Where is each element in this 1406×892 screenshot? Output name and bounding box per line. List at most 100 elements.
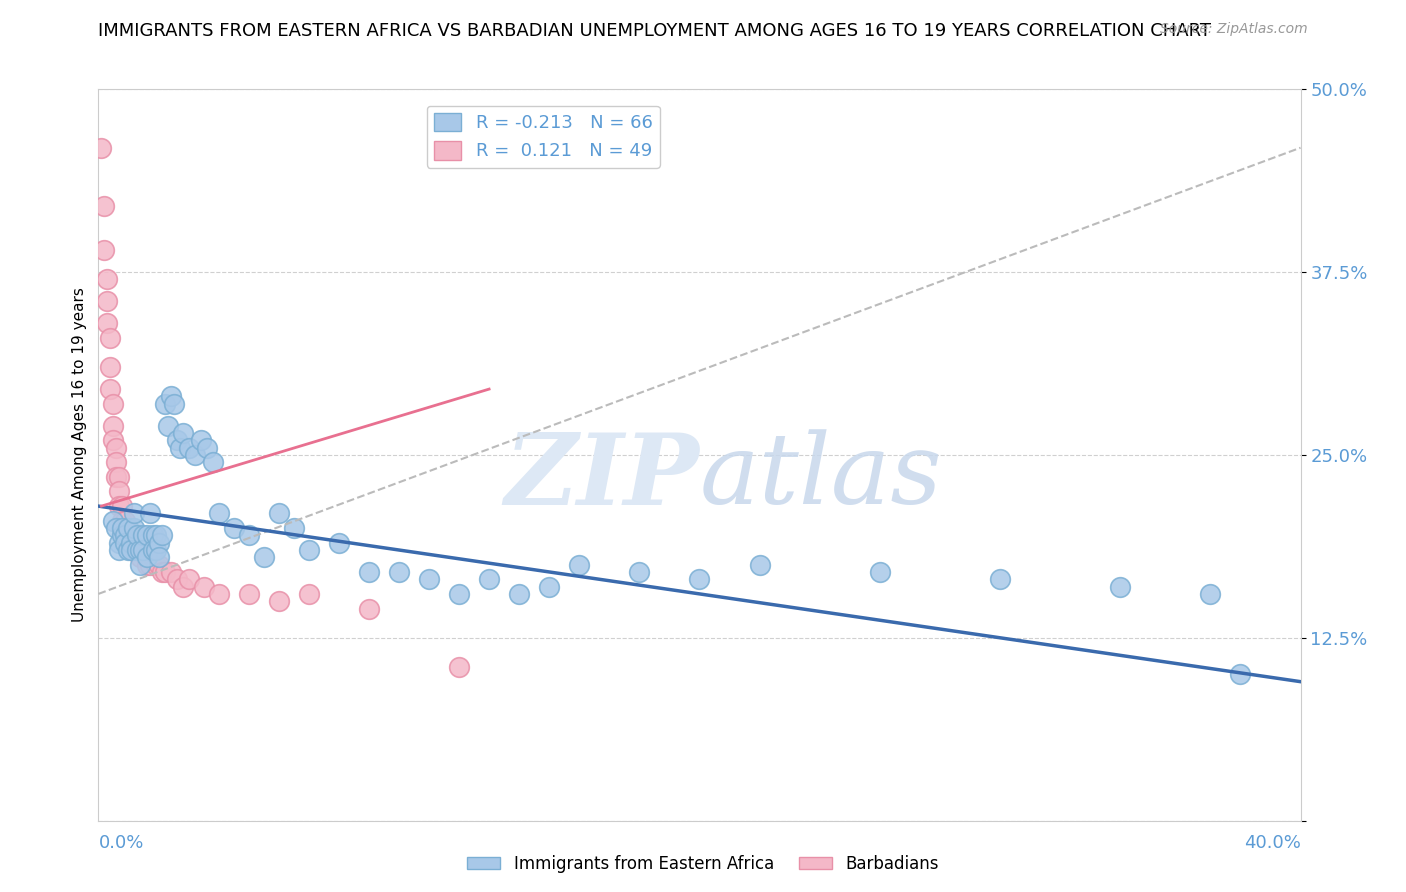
Point [159, 565, 181, 579]
Point [195, 441, 218, 455]
Point [253, 550, 276, 565]
Point [135, 528, 157, 542]
Point [129, 543, 152, 558]
Point [135, 550, 157, 565]
Point [100, 331, 122, 345]
Point [121, 535, 143, 549]
Point [114, 528, 136, 542]
Point [141, 550, 163, 565]
Point [129, 550, 152, 565]
Point [135, 550, 157, 565]
Point [153, 565, 176, 579]
Point [141, 528, 163, 542]
Point [117, 535, 139, 549]
Point [628, 565, 651, 579]
Point [96, 272, 118, 286]
Point [172, 580, 194, 594]
Point [132, 528, 155, 542]
Point [111, 499, 134, 513]
Point [568, 558, 591, 572]
Point [1229, 667, 1251, 681]
Point [108, 470, 131, 484]
Point [267, 594, 290, 608]
Point [100, 382, 122, 396]
Point [688, 572, 710, 586]
Point [96, 294, 118, 309]
Point [169, 441, 191, 455]
Point [148, 550, 170, 565]
Point [124, 521, 146, 535]
Point [103, 418, 125, 433]
Point [447, 587, 470, 601]
Point [298, 587, 321, 601]
Point [114, 535, 136, 549]
Text: atlas: atlas [699, 429, 942, 524]
Point [124, 507, 146, 521]
Point [141, 543, 163, 558]
Point [166, 572, 188, 586]
Point [132, 543, 155, 558]
Point [447, 660, 470, 674]
Y-axis label: Unemployment Among Ages 16 to 19 years: Unemployment Among Ages 16 to 19 years [72, 287, 87, 623]
Point [1109, 580, 1132, 594]
Legend: Immigrants from Eastern Africa, Barbadians: Immigrants from Eastern Africa, Barbadia… [460, 848, 946, 880]
Point [132, 543, 155, 558]
Point [103, 397, 125, 411]
Point [105, 455, 128, 469]
Point [748, 558, 770, 572]
Point [114, 528, 136, 542]
Point [117, 521, 139, 535]
Text: 40.0%: 40.0% [1244, 834, 1301, 852]
Point [283, 521, 305, 535]
Point [108, 543, 131, 558]
Point [93, 199, 115, 213]
Point [105, 470, 128, 484]
Point [159, 389, 181, 403]
Point [108, 484, 131, 499]
Point [538, 580, 561, 594]
Point [183, 448, 205, 462]
Point [150, 528, 173, 542]
Point [238, 528, 260, 542]
Point [96, 316, 118, 330]
Point [1199, 587, 1222, 601]
Point [138, 558, 160, 572]
Point [124, 543, 146, 558]
Point [166, 434, 188, 448]
Point [103, 514, 125, 528]
Point [108, 535, 131, 549]
Point [117, 543, 139, 558]
Point [869, 565, 891, 579]
Point [127, 528, 149, 542]
Point [100, 360, 122, 375]
Point [114, 521, 136, 535]
Point [208, 507, 231, 521]
Point [478, 572, 501, 586]
Point [145, 528, 167, 542]
Point [90, 141, 112, 155]
Legend: R = -0.213   N = 66, R =  0.121   N = 49: R = -0.213 N = 66, R = 0.121 N = 49 [427, 105, 659, 168]
Point [193, 580, 215, 594]
Point [111, 528, 134, 542]
Point [357, 601, 380, 615]
Point [162, 397, 184, 411]
Text: Source: ZipAtlas.com: Source: ZipAtlas.com [1160, 22, 1308, 37]
Point [114, 514, 136, 528]
Point [127, 543, 149, 558]
Point [93, 243, 115, 257]
Point [177, 572, 200, 586]
Point [145, 543, 167, 558]
Point [135, 558, 157, 572]
Point [105, 441, 128, 455]
Point [105, 521, 128, 535]
Point [138, 507, 160, 521]
Point [150, 565, 173, 579]
Point [508, 587, 530, 601]
Point [177, 441, 200, 455]
Point [145, 558, 167, 572]
Point [328, 535, 350, 549]
Point [117, 528, 139, 542]
Point [103, 434, 125, 448]
Point [148, 558, 170, 572]
Point [238, 587, 260, 601]
